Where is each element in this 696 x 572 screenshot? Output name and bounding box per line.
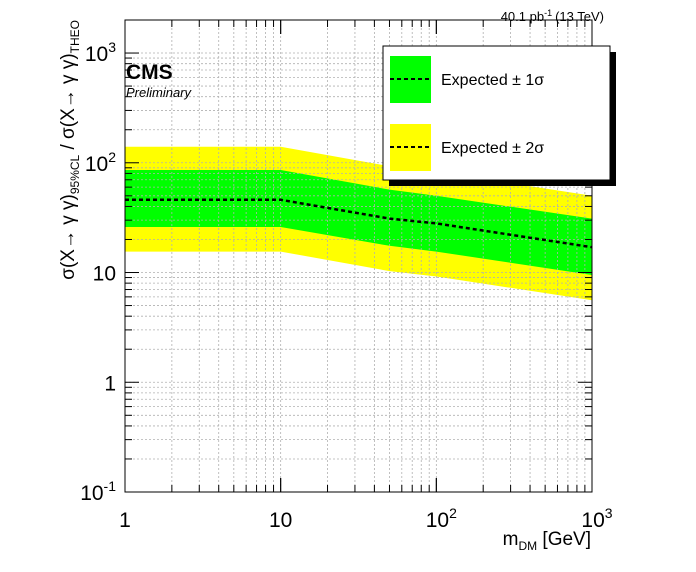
y-title-sub: 95%CL <box>68 154 82 194</box>
x-tick-labels: 1 10 102 103 <box>119 505 613 532</box>
lumi-value: 40.1 pb <box>501 9 544 24</box>
y-tick-label: 10-1 <box>80 478 116 505</box>
expected-line-layer <box>125 198 593 249</box>
legend-swatch-1sigma <box>390 56 431 103</box>
x-tick-label: 1 <box>119 509 131 532</box>
y-tick-label: 103 <box>85 39 116 66</box>
y-title-main: σ(X→ γ γ) <box>58 194 79 280</box>
svg-text:σ(X→ γ γ)95%CL / σ(X→ γ γ)THEO: σ(X→ γ γ)95%CL / σ(X→ γ γ)THEO <box>58 20 82 280</box>
lumi-exponent: -1 <box>544 8 552 18</box>
y-title-sub2: THEO <box>68 20 82 53</box>
lumi-label: 40.1 pb-1 (13 TeV) <box>501 8 604 24</box>
band-1sigma <box>125 170 592 275</box>
y-tick-label: 102 <box>85 149 116 176</box>
x-tick-label: 102 <box>426 505 457 532</box>
y-tick-label: 10 <box>93 263 116 286</box>
x-title-unit: [GeV] <box>537 529 591 550</box>
x-tick-label: 103 <box>581 505 612 532</box>
plot-frame <box>124 19 593 493</box>
x-title-main: m <box>503 529 519 550</box>
legend-label-2sigma: Expected ± 2σ <box>441 140 544 157</box>
legend: Expected ± 1σ Expected ± 2σ <box>382 45 616 186</box>
preliminary-label: Preliminary <box>126 85 193 100</box>
x-title-sub: DM <box>518 539 537 553</box>
expected-line <box>125 198 593 249</box>
y-axis-title: σ(X→ γ γ)95%CL / σ(X→ γ γ)THEO <box>58 20 82 280</box>
legend-label-1sigma: Expected ± 1σ <box>441 72 544 89</box>
y-tick-label: 1 <box>104 372 116 395</box>
y-tick-labels: 10-1 1 10 102 103 <box>80 39 116 505</box>
band-1sigma-layer <box>125 170 592 275</box>
y-title-mid: / σ(X→ γ γ) <box>58 53 79 154</box>
grid-layer <box>125 20 592 492</box>
energy-label: (13 TeV) <box>555 9 604 24</box>
x-tick-label: 10 <box>269 509 292 532</box>
cms-label: CMS <box>126 61 173 84</box>
legend-swatch-2sigma <box>390 124 431 171</box>
x-axis-title: mDM [GeV] <box>503 529 591 553</box>
